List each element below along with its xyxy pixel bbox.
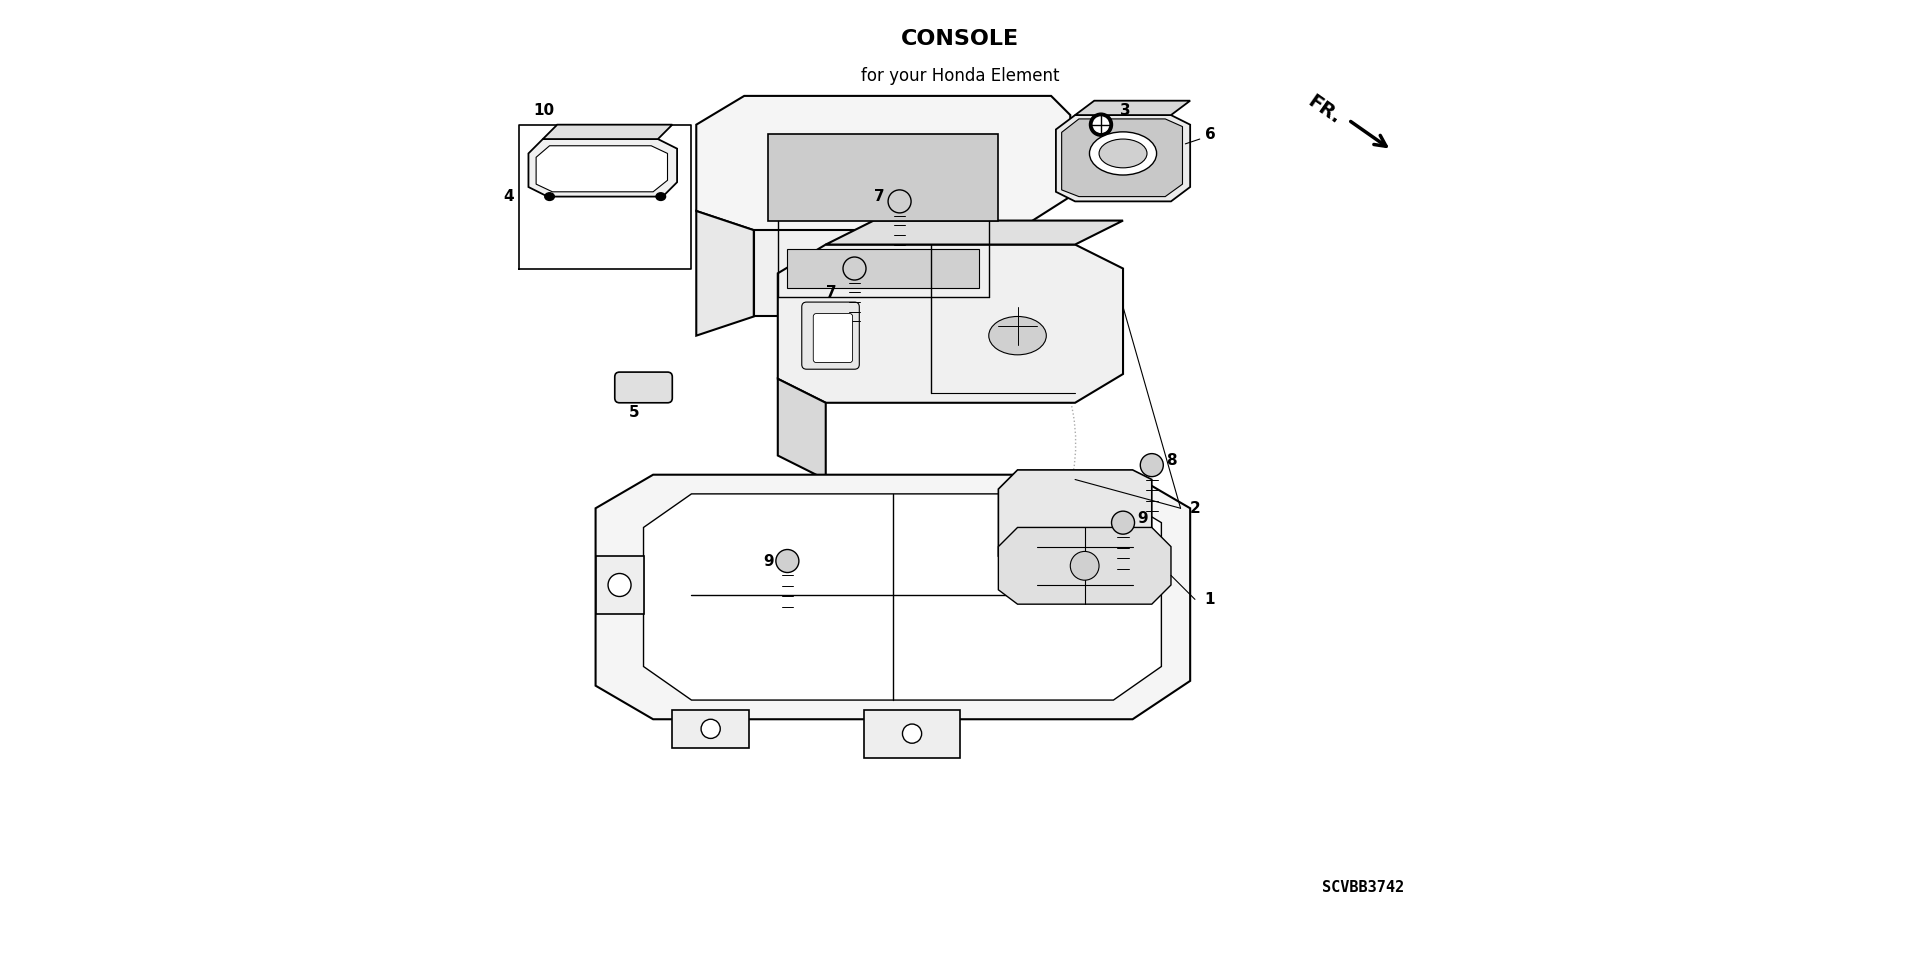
Text: for your Honda Element: for your Honda Element: [860, 67, 1060, 85]
Circle shape: [609, 573, 632, 596]
Polygon shape: [595, 556, 643, 614]
Ellipse shape: [657, 193, 666, 200]
Circle shape: [902, 724, 922, 743]
FancyBboxPatch shape: [803, 302, 860, 369]
Text: 7: 7: [826, 285, 837, 300]
Ellipse shape: [989, 316, 1046, 355]
Text: CONSOLE: CONSOLE: [900, 29, 1020, 49]
Polygon shape: [864, 710, 960, 758]
Circle shape: [776, 550, 799, 573]
Polygon shape: [826, 221, 1123, 245]
Ellipse shape: [545, 193, 555, 200]
Polygon shape: [1075, 101, 1190, 115]
Text: 3: 3: [1119, 103, 1131, 118]
Circle shape: [1112, 511, 1135, 534]
Polygon shape: [528, 139, 678, 197]
Text: 6: 6: [1204, 127, 1215, 142]
FancyBboxPatch shape: [614, 372, 672, 403]
Polygon shape: [697, 211, 755, 336]
Polygon shape: [755, 230, 1018, 316]
Circle shape: [843, 257, 866, 280]
Text: 9: 9: [764, 553, 774, 569]
Circle shape: [1069, 551, 1098, 580]
Polygon shape: [543, 125, 672, 139]
Polygon shape: [998, 527, 1171, 604]
Polygon shape: [998, 470, 1152, 566]
Polygon shape: [643, 494, 1162, 700]
Circle shape: [889, 190, 912, 213]
Polygon shape: [595, 475, 1190, 719]
Text: 2: 2: [1190, 501, 1200, 516]
FancyBboxPatch shape: [814, 314, 852, 363]
Polygon shape: [778, 379, 826, 480]
Polygon shape: [787, 249, 979, 288]
Polygon shape: [1056, 115, 1190, 201]
Text: 8: 8: [1165, 453, 1177, 468]
Text: 9: 9: [1137, 510, 1148, 526]
Text: 5: 5: [628, 405, 639, 420]
Polygon shape: [1062, 119, 1183, 197]
Text: 1: 1: [1204, 592, 1215, 607]
Circle shape: [1089, 113, 1112, 136]
Text: 4: 4: [503, 189, 515, 204]
Polygon shape: [778, 245, 1123, 403]
Text: 10: 10: [534, 103, 555, 118]
Polygon shape: [672, 710, 749, 748]
Polygon shape: [768, 134, 998, 221]
Circle shape: [1092, 117, 1108, 132]
Text: SCVBB3742: SCVBB3742: [1321, 879, 1404, 895]
Circle shape: [1140, 454, 1164, 477]
Ellipse shape: [1098, 139, 1146, 168]
Circle shape: [701, 719, 720, 738]
Polygon shape: [697, 96, 1069, 230]
Polygon shape: [536, 146, 668, 192]
Text: 7: 7: [874, 189, 885, 204]
Text: FR.: FR.: [1304, 92, 1344, 129]
Ellipse shape: [1089, 132, 1156, 175]
